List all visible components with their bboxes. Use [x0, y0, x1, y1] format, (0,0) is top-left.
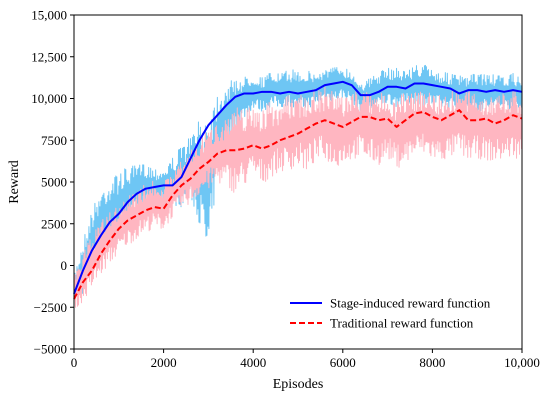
x-tick-label: 2000: [151, 355, 177, 370]
noise-bands: [73, 64, 523, 308]
series-lines: [73, 80, 523, 300]
series-line-0: [73, 80, 523, 295]
y-tick-label: −2500: [34, 300, 67, 315]
legend-label-traditional: Traditional reward function: [330, 316, 474, 331]
legend-box: [284, 292, 518, 336]
y-tick-label: 5000: [41, 175, 67, 190]
x-tick-label: 10,000: [504, 355, 540, 370]
x-tick-label: 8000: [419, 355, 445, 370]
y-tick-label: 10,000: [31, 91, 67, 106]
y-tick-label: 12,500: [31, 49, 67, 64]
x-axis-title: Episodes: [273, 377, 324, 392]
x-tick-label: 4000: [240, 355, 266, 370]
y-tick-label: 15,000: [31, 8, 67, 23]
x-axis: 0 2000 4000 6000 8000 10,000: [71, 349, 540, 370]
y-tick-label: 7500: [41, 133, 67, 148]
x-tick-label: 0: [71, 355, 78, 370]
y-axis-title: Reward: [7, 160, 22, 204]
legend: Stage-induced reward function Traditiona…: [284, 292, 518, 336]
series-line-1: [73, 109, 523, 300]
noise-band-0: [73, 64, 523, 301]
y-tick-label: 0: [61, 258, 68, 273]
x-tick-label: 6000: [330, 355, 356, 370]
y-tick-label: −5000: [34, 342, 67, 357]
y-axis: −5000 −2500 0 2500 5000 7500 10,000 12,500 15,00…: [31, 8, 74, 357]
noise-band-1: [73, 86, 523, 308]
y-tick-label: 2500: [41, 216, 67, 231]
legend-label-stage-induced: Stage-induced reward function: [330, 296, 491, 311]
